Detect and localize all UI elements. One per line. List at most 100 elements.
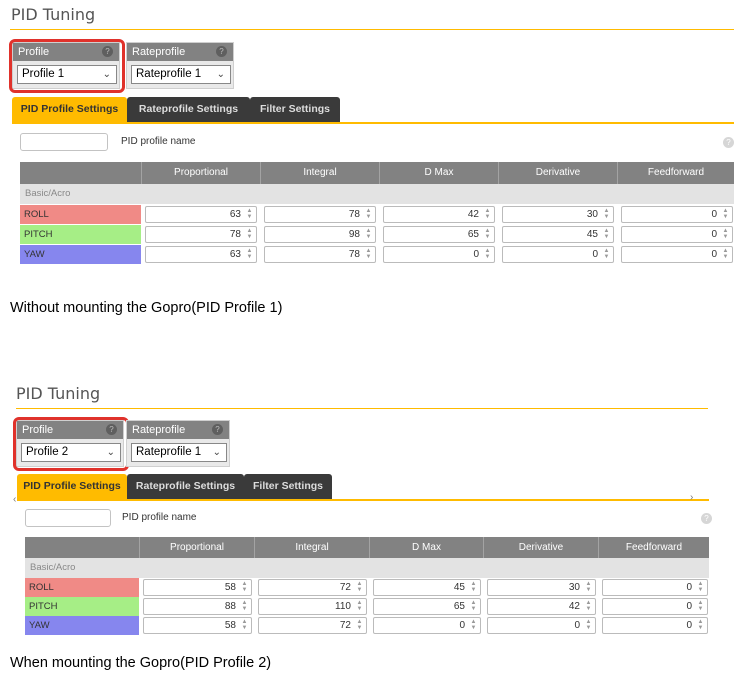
question-mark-icon[interactable]: ?	[212, 424, 223, 435]
profile-select-value: Profile 2	[26, 446, 69, 458]
pitch-dmax-input[interactable]: 65 ▲ ▼	[373, 598, 481, 615]
group-label: Basic/Acro	[20, 184, 734, 204]
profile-label: Profile	[22, 424, 54, 436]
rateprofile-selector: Rateprofile ? Rateprofile 1 ⌄	[126, 420, 230, 467]
chevron-down-icon: ⌄	[106, 447, 115, 458]
yaw-feedforward-input[interactable]: 0 ▲ ▼	[602, 617, 708, 634]
rateprofile-select[interactable]: Rateprofile 1 ⌄	[131, 65, 231, 84]
profile-header: Profile ?	[13, 43, 119, 61]
tab-pid-profile-settings[interactable]: PID Profile Settings	[12, 97, 127, 122]
question-mark-icon[interactable]: ?	[102, 46, 113, 57]
roll-proportional-input[interactable]: 58 ▲ ▼	[143, 579, 252, 596]
pid-tuning-panel-1: PID Tuning Profile ? Profile 1 ⌄ Ratepro…	[0, 0, 734, 265]
roll-feedforward-input[interactable]: 0 ▲ ▼	[602, 579, 708, 596]
roll-dmax-input[interactable]: 42 ▲ ▼	[383, 206, 495, 223]
profile-selector: Profile ? Profile 2 ⌄	[16, 420, 124, 467]
yaw-feedforward-input[interactable]: 0 ▲ ▼	[621, 246, 733, 263]
pitch-proportional-input[interactable]: 88 ▲ ▼	[143, 598, 252, 615]
title-divider	[16, 408, 708, 409]
tab-filter-settings[interactable]: Filter Settings	[244, 474, 332, 499]
pid-profile-name-input[interactable]	[25, 509, 111, 527]
pitch-proportional-input[interactable]: 78 ▲ ▼	[145, 226, 257, 243]
table-header: Proportional Integral D Max Derivative F…	[25, 537, 709, 559]
pitch-integral-input[interactable]: 98 ▲ ▼	[264, 226, 376, 243]
chevron-right-icon[interactable]: ›	[690, 492, 694, 503]
profile-label: Profile	[18, 46, 50, 58]
question-mark-icon[interactable]: ?	[723, 137, 734, 148]
rateprofile-label: Rateprofile	[132, 46, 186, 58]
column-header: Proportional	[141, 162, 260, 184]
rateprofile-header: Rateprofile ?	[127, 421, 229, 439]
rateprofile-label: Rateprofile	[132, 424, 186, 436]
row-label-pitch: PITCH	[25, 597, 139, 616]
title-divider	[10, 29, 734, 30]
yaw-proportional-input[interactable]: 58 ▲ ▼	[143, 617, 252, 634]
tab-rateprofile-settings[interactable]: Rateprofile Settings	[127, 97, 250, 122]
page-title: PID Tuning	[16, 384, 101, 403]
rateprofile-select[interactable]: Rateprofile 1 ⌄	[131, 443, 227, 462]
rateprofile-select-value: Rateprofile 1	[136, 446, 202, 458]
column-header: D Max	[369, 537, 483, 559]
chevron-down-icon: ⌄	[216, 69, 225, 80]
row-label-yaw: YAW	[20, 245, 141, 264]
profile-select[interactable]: Profile 2 ⌄	[21, 443, 121, 462]
roll-integral-input[interactable]: 78 ▲ ▼	[264, 206, 376, 223]
row-label-roll: ROLL	[25, 578, 139, 597]
pitch-derivative-input[interactable]: 45 ▲ ▼	[502, 226, 614, 243]
yaw-proportional-input[interactable]: 63 ▲ ▼	[145, 246, 257, 263]
rateprofile-select-value: Rateprofile 1	[136, 68, 202, 80]
roll-proportional-input[interactable]: 63 ▲ ▼	[145, 206, 257, 223]
column-header: D Max	[379, 162, 498, 184]
pid-profile-name-label: PID profile name	[121, 136, 196, 147]
question-mark-icon[interactable]: ?	[106, 424, 117, 435]
roll-integral-input[interactable]: 72 ▲ ▼	[258, 579, 367, 596]
page-title: PID Tuning	[11, 5, 96, 24]
yaw-integral-input[interactable]: 78 ▲ ▼	[264, 246, 376, 263]
tab-bar: PID Profile Settings Rateprofile Setting…	[12, 97, 342, 122]
tab-bar: PID Profile Settings Rateprofile Setting…	[17, 474, 337, 499]
pid-profile-name-label: PID profile name	[122, 512, 197, 523]
profile-select[interactable]: Profile 1 ⌄	[17, 65, 117, 84]
chevron-left-icon[interactable]: ‹	[13, 494, 17, 505]
column-header: Derivative	[498, 162, 617, 184]
profile-select-value: Profile 1	[22, 68, 65, 80]
pitch-integral-input[interactable]: 110 ▲ ▼	[258, 598, 367, 615]
profile-selector: Profile ? Profile 1 ⌄	[12, 42, 120, 89]
roll-derivative-input[interactable]: 30 ▲ ▼	[487, 579, 596, 596]
tab-filter-settings[interactable]: Filter Settings	[250, 97, 340, 122]
roll-derivative-input[interactable]: 30 ▲ ▼	[502, 206, 614, 223]
pitch-derivative-input[interactable]: 42 ▲ ▼	[487, 598, 596, 615]
tab-rateprofile-settings[interactable]: Rateprofile Settings	[127, 474, 244, 499]
chevron-down-icon: ⌄	[102, 69, 111, 80]
highlight-box	[9, 39, 125, 93]
tab-pid-profile-settings[interactable]: PID Profile Settings	[17, 474, 127, 499]
group-label: Basic/Acro	[25, 558, 709, 578]
pid-profile-name-input[interactable]	[20, 133, 108, 151]
row-label-yaw: YAW	[25, 616, 139, 635]
yaw-dmax-input[interactable]: 0 ▲ ▼	[383, 246, 495, 263]
caption-profile-1: Without mounting the Gopro(PID Profile 1…	[10, 300, 283, 316]
pid-tuning-panel-2: PID Tuning Profile ? Profile 2 ⌄ Ratepro…	[0, 380, 734, 640]
roll-feedforward-input[interactable]: 0 ▲ ▼	[621, 206, 733, 223]
question-mark-icon[interactable]: ?	[701, 513, 712, 524]
pitch-feedforward-input[interactable]: 0 ▲ ▼	[602, 598, 708, 615]
column-header: Integral	[260, 162, 379, 184]
column-header: Proportional	[139, 537, 254, 559]
profile-header: Profile ?	[17, 421, 123, 439]
yaw-dmax-input[interactable]: 0 ▲ ▼	[373, 617, 481, 634]
pitch-feedforward-input[interactable]: 0 ▲ ▼	[621, 226, 733, 243]
tab-underline	[12, 122, 734, 124]
chevron-down-icon: ⌄	[212, 447, 221, 458]
highlight-box	[13, 417, 129, 471]
roll-dmax-input[interactable]: 45 ▲ ▼	[373, 579, 481, 596]
row-label-pitch: PITCH	[20, 225, 141, 244]
pitch-dmax-input[interactable]: 65 ▲ ▼	[383, 226, 495, 243]
yaw-integral-input[interactable]: 72 ▲ ▼	[258, 617, 367, 634]
yaw-derivative-input[interactable]: 0 ▲ ▼	[502, 246, 614, 263]
question-mark-icon[interactable]: ?	[216, 46, 227, 57]
rateprofile-selector: Rateprofile ? Rateprofile 1 ⌄	[126, 42, 234, 89]
column-header: Feedforward	[598, 537, 709, 559]
column-header: Feedforward	[617, 162, 734, 184]
yaw-derivative-input[interactable]: 0 ▲ ▼	[487, 617, 596, 634]
tab-underline	[17, 499, 709, 501]
